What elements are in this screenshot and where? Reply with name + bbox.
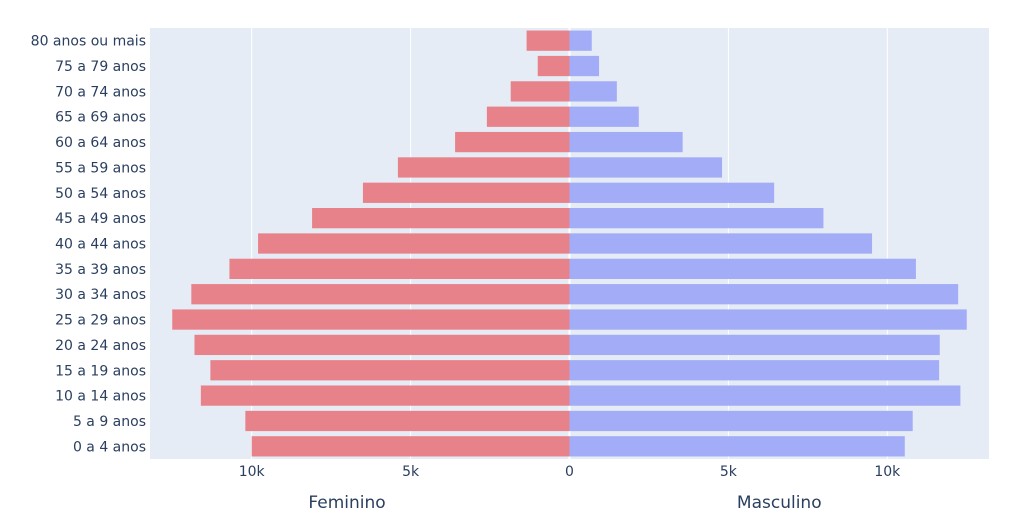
y-axis-ticks: 0 a 4 anos 5 a 9 anos 10 a 14 anos 15 a 19 …	[31, 34, 146, 456]
bars	[172, 30, 967, 457]
bar-feminino-16	[526, 30, 570, 51]
y-tick-label-1: 5 a 9 anos	[73, 414, 146, 430]
bar-masculino-5	[569, 309, 967, 330]
bar-feminino-1	[245, 410, 570, 432]
bar-masculino-7	[569, 258, 916, 279]
y-tick-label-11: 55 a 59 anos	[55, 160, 146, 176]
bar-masculino-2	[569, 385, 961, 406]
x-tick-label-3: 5k	[720, 464, 738, 480]
bar-masculino-14	[569, 81, 617, 102]
x-tick-label-4: 10k	[874, 464, 901, 480]
right-side-label: Masculino	[737, 493, 822, 513]
x-tick-label-2: 0	[565, 464, 574, 480]
x-tick-label-0: 10k	[239, 464, 266, 480]
y-tick-label-5: 25 a 29 anos	[55, 313, 146, 329]
bar-feminino-2	[200, 385, 570, 406]
y-tick-label-16: 80 anos ou mais	[31, 34, 146, 50]
bar-feminino-8	[258, 233, 570, 254]
x-axis-ticks: 10k 5k 0 5k 10k	[239, 464, 901, 480]
bar-masculino-15	[569, 55, 600, 77]
bar-masculino-6	[569, 284, 959, 305]
bar-feminino-10	[362, 182, 570, 203]
y-tick-label-0: 0 a 4 anos	[73, 439, 146, 455]
bar-masculino-8	[569, 233, 873, 254]
bar-feminino-0	[251, 436, 570, 457]
bar-masculino-13	[569, 106, 639, 127]
bar-masculino-3	[569, 360, 940, 381]
y-tick-label-14: 70 a 74 anos	[55, 84, 146, 100]
bar-feminino-13	[486, 106, 570, 127]
y-tick-label-10: 50 a 54 anos	[55, 186, 146, 202]
y-tick-label-3: 15 a 19 anos	[55, 363, 146, 379]
bar-feminino-11	[397, 157, 570, 178]
bar-feminino-3	[210, 360, 570, 381]
x-tick-label-1: 5k	[402, 464, 420, 480]
y-tick-label-9: 45 a 49 anos	[55, 211, 146, 227]
bar-masculino-9	[569, 208, 824, 229]
y-tick-label-12: 60 a 64 anos	[55, 135, 146, 151]
bar-masculino-16	[569, 30, 592, 51]
bar-masculino-4	[569, 334, 940, 356]
bar-feminino-6	[191, 284, 570, 305]
y-tick-label-6: 30 a 34 anos	[55, 287, 146, 303]
bar-feminino-7	[229, 258, 570, 279]
bar-masculino-1	[569, 410, 913, 432]
y-tick-label-13: 65 a 69 anos	[55, 110, 146, 126]
y-tick-label-7: 35 a 39 anos	[55, 262, 146, 278]
y-tick-label-8: 40 a 44 anos	[55, 237, 146, 253]
bar-feminino-15	[537, 55, 570, 77]
bar-feminino-5	[172, 309, 570, 330]
bar-feminino-4	[194, 334, 570, 356]
y-tick-label-4: 20 a 24 anos	[55, 338, 146, 354]
bar-masculino-11	[569, 157, 723, 178]
bar-feminino-9	[312, 208, 570, 229]
bar-feminino-14	[510, 81, 570, 102]
y-tick-label-2: 10 a 14 anos	[55, 389, 146, 405]
bar-masculino-12	[569, 131, 683, 153]
left-side-label: Feminino	[308, 493, 385, 513]
bar-feminino-12	[455, 131, 570, 153]
bar-masculino-0	[569, 436, 905, 457]
y-tick-label-15: 75 a 79 anos	[55, 59, 146, 75]
bar-masculino-10	[569, 182, 775, 203]
